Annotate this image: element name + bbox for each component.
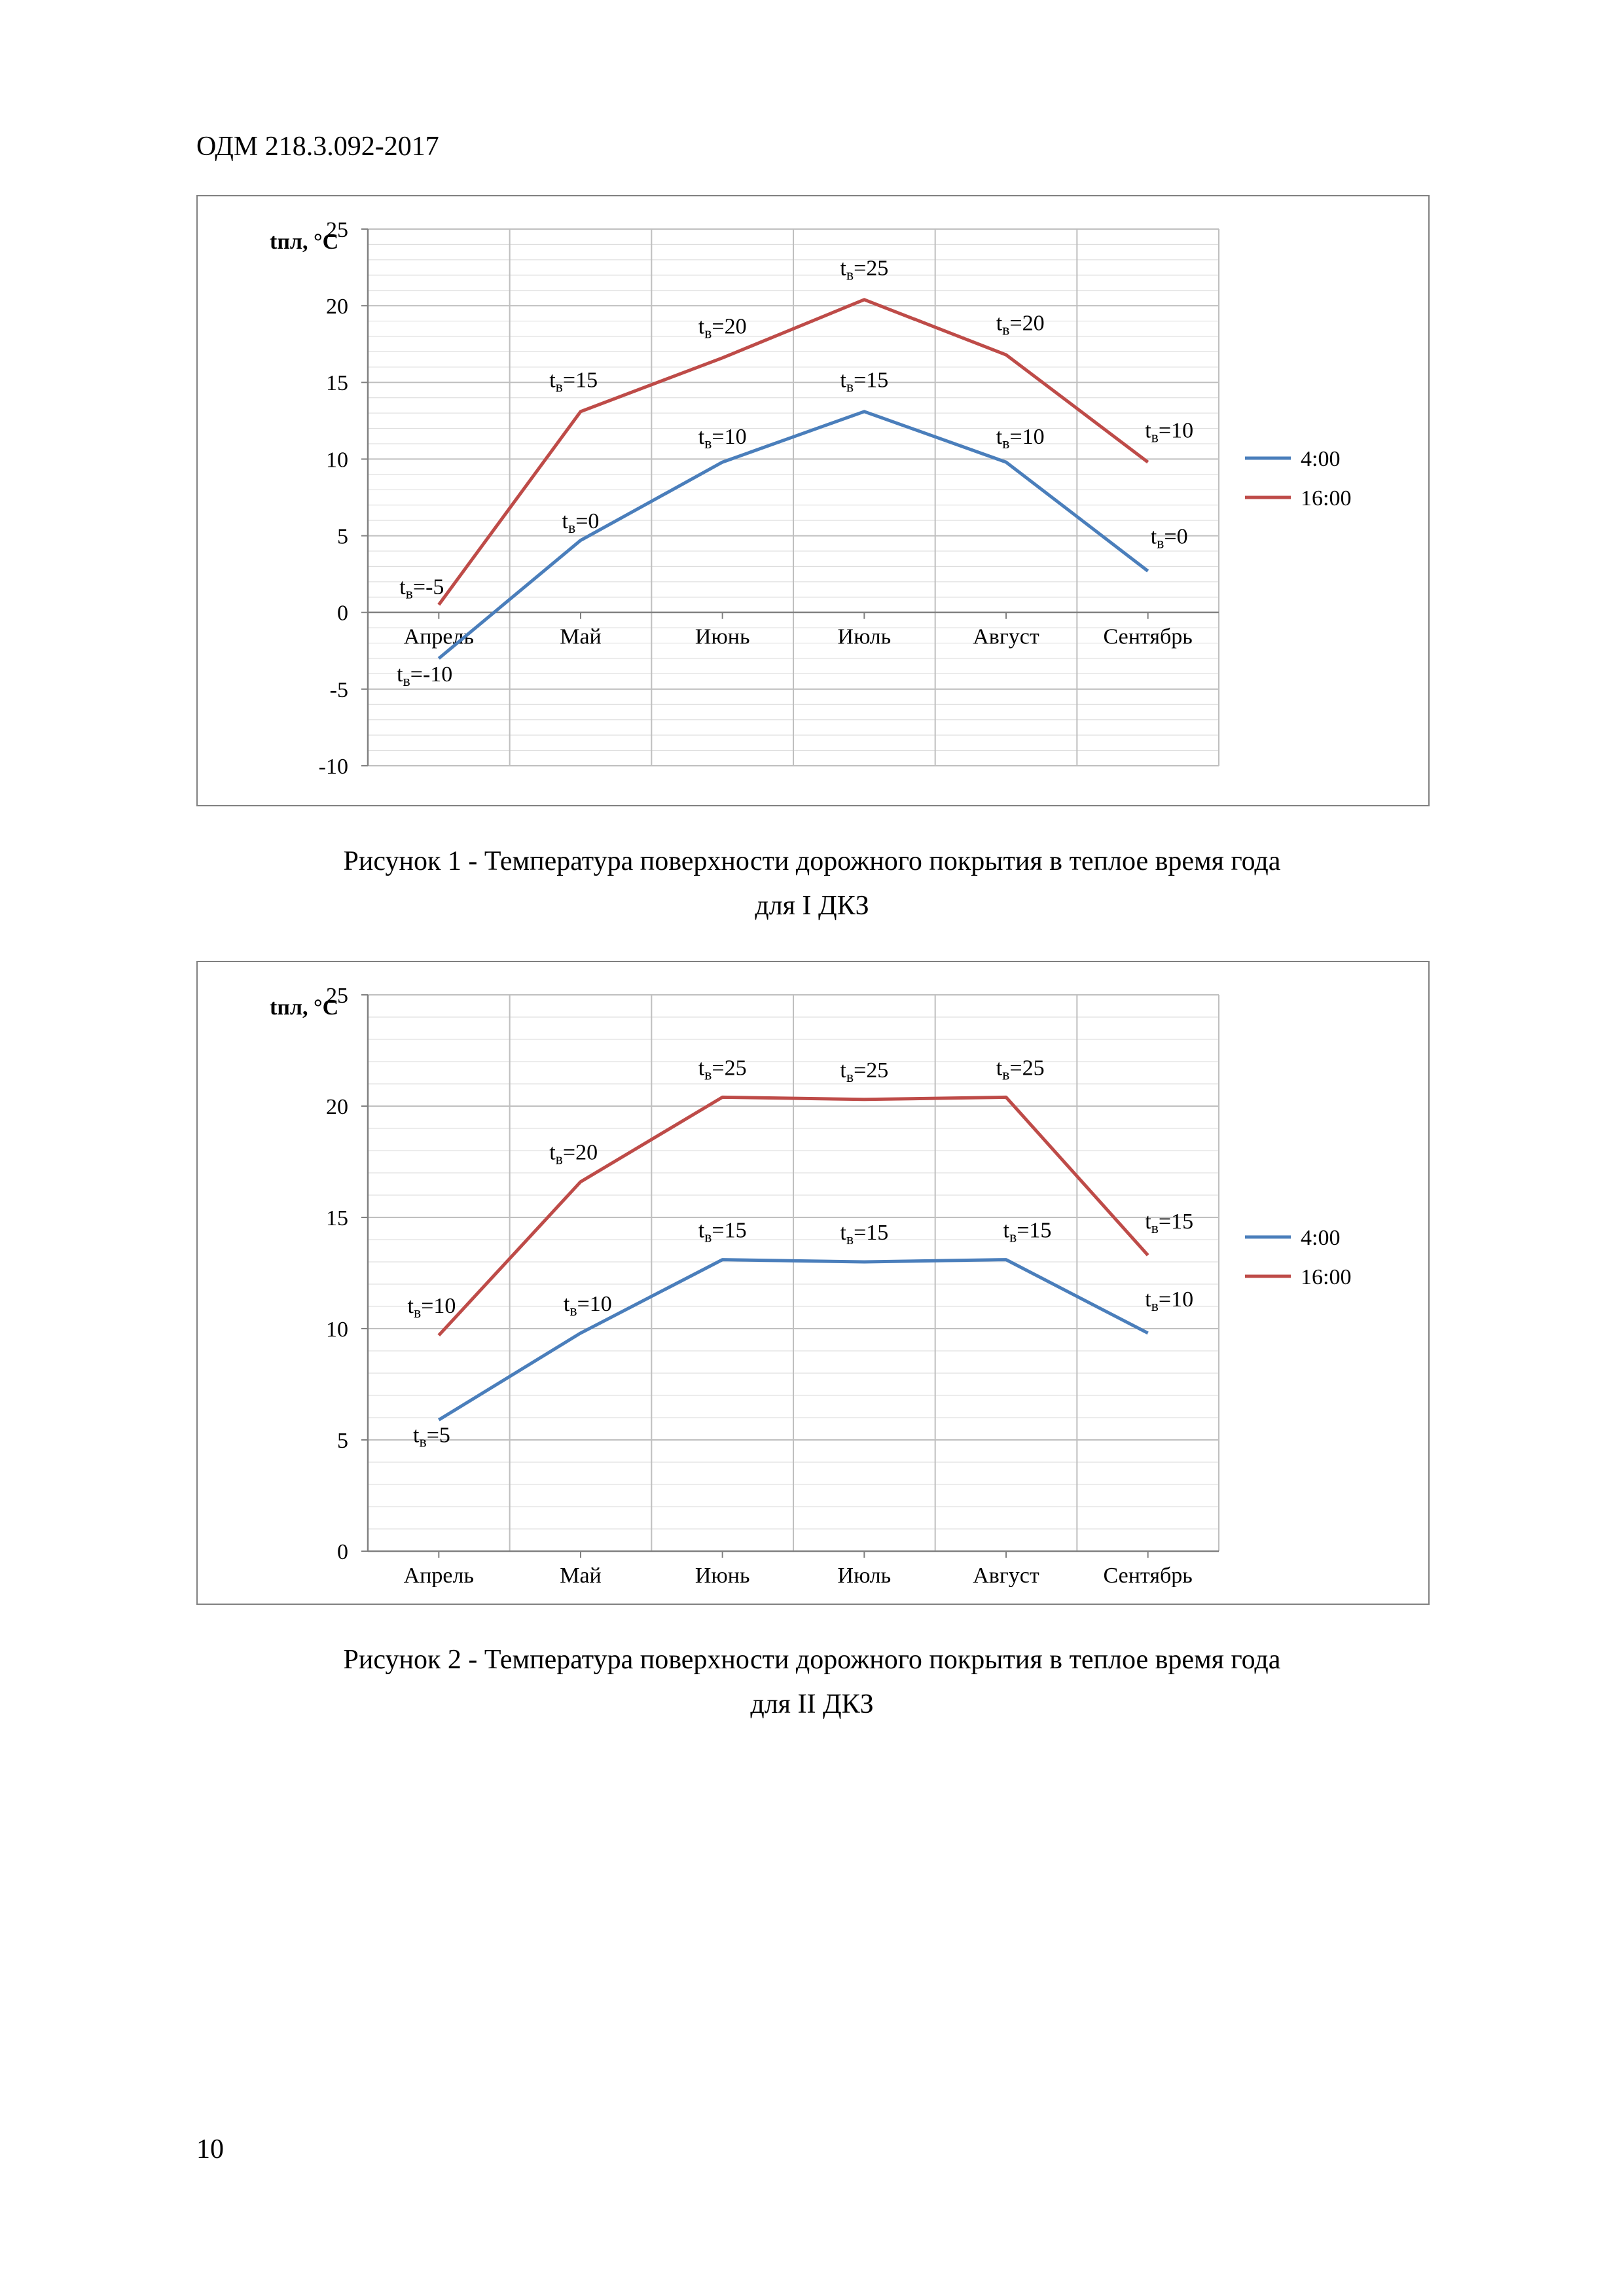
doc-header: ОДМ 218.3.092-2017 — [196, 131, 1428, 162]
svg-text:tпл, °C: tпл, °C — [270, 996, 338, 1020]
svg-text:10: 10 — [326, 1318, 348, 1342]
svg-text:20: 20 — [326, 295, 348, 319]
svg-text:Июль: Июль — [838, 625, 892, 649]
svg-text:5: 5 — [337, 524, 348, 548]
svg-text:Май: Май — [560, 1564, 602, 1588]
svg-text:-5: -5 — [330, 678, 348, 702]
svg-text:10: 10 — [326, 448, 348, 472]
svg-text:Май: Май — [560, 625, 602, 649]
svg-text:20: 20 — [326, 1095, 348, 1119]
svg-text:Июнь: Июнь — [695, 625, 750, 649]
page-number: 10 — [196, 2134, 224, 2165]
chart-1: -10-50510152025АпрельМайИюньИюльАвгустСе… — [196, 195, 1430, 806]
svg-text:tпл, °C: tпл, °C — [270, 230, 338, 254]
svg-text:Август: Август — [973, 1564, 1039, 1588]
svg-text:15: 15 — [326, 1206, 348, 1230]
svg-text:tв=0: tв=0 — [562, 509, 600, 537]
svg-text:Апрель: Апрель — [404, 1564, 474, 1588]
svg-text:-10: -10 — [319, 755, 348, 779]
svg-text:0: 0 — [337, 1540, 348, 1564]
svg-text:Август: Август — [973, 625, 1039, 649]
svg-text:0: 0 — [337, 601, 348, 626]
chart-2: 0510152025АпрельМайИюньИюльАвгустСентябр… — [196, 961, 1430, 1605]
svg-text:Сентябрь: Сентябрь — [1104, 1564, 1193, 1588]
svg-text:Июль: Июль — [838, 1564, 892, 1588]
svg-text:4:00: 4:00 — [1301, 1226, 1340, 1250]
caption-1-line2: для I ДКЗ — [196, 890, 1428, 922]
svg-text:5: 5 — [337, 1429, 348, 1453]
svg-text:Июнь: Июнь — [695, 1564, 750, 1588]
svg-text:16:00: 16:00 — [1301, 1265, 1351, 1289]
svg-text:tв=0: tв=0 — [1151, 524, 1188, 552]
svg-text:Сентябрь: Сентябрь — [1104, 625, 1193, 649]
caption-1-line1: Рисунок 1 - Температура поверхности доро… — [196, 846, 1428, 877]
caption-2-line1: Рисунок 2 - Температура поверхности доро… — [196, 1644, 1428, 1676]
svg-text:16:00: 16:00 — [1301, 486, 1351, 511]
caption-2-line2: для II ДКЗ — [196, 1689, 1428, 1720]
svg-text:tв=5: tв=5 — [413, 1423, 450, 1450]
svg-text:4:00: 4:00 — [1301, 447, 1340, 471]
page: ОДМ 218.3.092-2017 -10-50510152025Апрель… — [0, 0, 1624, 2296]
svg-text:15: 15 — [326, 371, 348, 395]
